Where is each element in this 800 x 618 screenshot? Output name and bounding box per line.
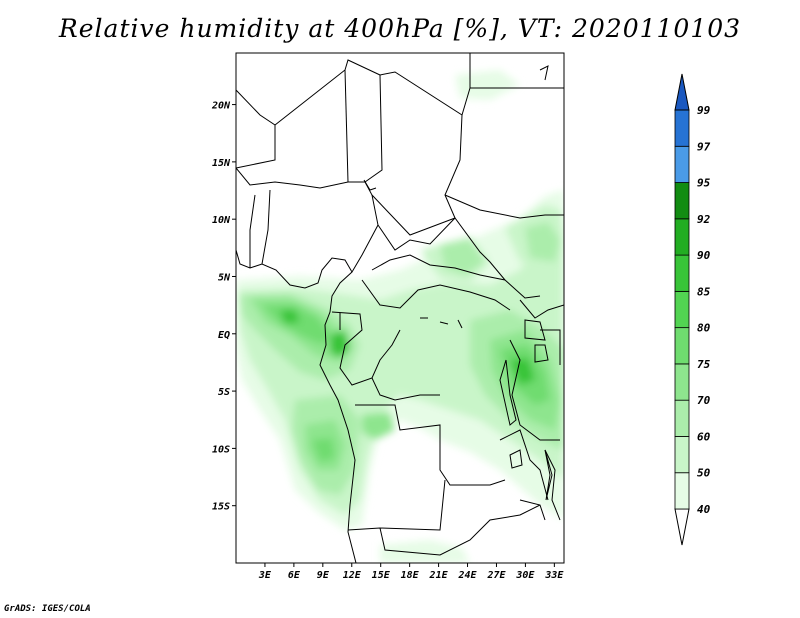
lon-tick-label: 24E — [457, 570, 477, 581]
colorbar-segment — [674, 290, 690, 329]
lon-tick-label: 3E — [258, 570, 272, 581]
colorbar-segment — [674, 218, 690, 256]
lat-tick-label: 5N — [218, 272, 231, 283]
colorbar-segment — [674, 363, 690, 401]
lon-tick-label: 9E — [317, 570, 330, 581]
colorbar-label: 50 — [697, 467, 711, 480]
colorbar-label: 70 — [697, 394, 711, 407]
lat-tick-label: 15N — [212, 158, 231, 169]
colorbar: 40 50 60 70 75 80 85 90 92 95 97 99 — [674, 73, 711, 546]
lon-tick-label: 15E — [372, 570, 391, 581]
lat-tick-label: EQ — [218, 330, 230, 341]
longitude-axis: 3E 6E 9E 12E 15E 18E 21E 24E 27E 30E 33E — [258, 563, 564, 581]
colorbar-label: 80 — [697, 322, 711, 335]
map-frame — [235, 52, 565, 564]
coastline-west-africa — [236, 249, 357, 563]
colorbar-segment — [674, 436, 690, 474]
lat-tick-label: 10N — [212, 215, 231, 226]
colorbar-label: 85 — [697, 285, 711, 298]
colorbar-label: 92 — [697, 213, 711, 226]
colorbar-label: 75 — [697, 358, 711, 371]
lon-tick-label: 21E — [429, 570, 449, 581]
colorbar-label: 99 — [697, 104, 711, 117]
lon-tick-label: 33E — [544, 570, 564, 581]
colorbar-label: 95 — [697, 177, 711, 190]
lat-tick-label: 15S — [212, 502, 230, 513]
lon-tick-label: 18E — [401, 570, 420, 581]
colorbar-segment — [674, 472, 690, 510]
map-title: Relative humidity at 400hPa [%], VT: 202… — [58, 14, 742, 43]
colorbar-label: 90 — [697, 249, 711, 262]
grads-credit: GrADS: IGES/COLA — [4, 604, 91, 614]
humidity-map: 20N 15N 10N 5N EQ 5S 10S 15S 3E 6E 9E 12E 15E 18E 21E… — [211, 52, 711, 581]
colorbar-segment — [674, 254, 690, 292]
humidity-field — [236, 70, 564, 563]
lat-tick-label: 20N — [211, 101, 231, 112]
colorbar-lower-triangle — [674, 508, 690, 546]
colorbar-segment — [674, 399, 690, 437]
country-borders — [236, 53, 564, 563]
colorbar-upper-triangle — [674, 73, 690, 111]
lon-tick-label: 27E — [486, 570, 506, 581]
colorbar-segment — [674, 145, 690, 183]
lon-tick-label: 6E — [288, 570, 301, 581]
lat-tick-label: 5S — [218, 387, 230, 398]
lat-tick-label: 10S — [212, 444, 230, 455]
humidity-region-80 — [262, 305, 330, 345]
colorbar-label: 40 — [697, 503, 711, 516]
colorbar-segment — [674, 327, 690, 365]
colorbar-segment — [674, 182, 690, 220]
latitude-axis: 20N 15N 10N 5N EQ 5S 10S 15S — [211, 101, 236, 513]
colorbar-label: 97 — [697, 140, 711, 153]
lon-tick-label: 12E — [343, 570, 362, 581]
colorbar-label: 60 — [697, 430, 711, 443]
humidity-region-85 — [330, 330, 350, 358]
colorbar-segment — [674, 109, 690, 147]
lon-tick-label: 30E — [515, 570, 535, 581]
